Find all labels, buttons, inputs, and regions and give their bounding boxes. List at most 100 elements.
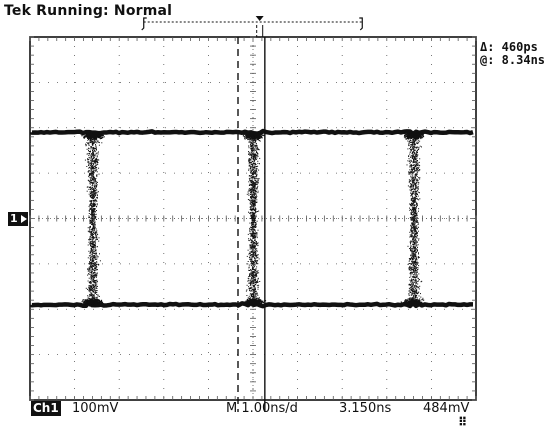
eye-sample-dot bbox=[253, 228, 254, 229]
eye-sample-dot bbox=[249, 179, 250, 180]
eye-sample-dot bbox=[244, 138, 245, 139]
eye-sample-dot bbox=[250, 218, 251, 219]
eye-sample-dot bbox=[94, 227, 95, 228]
eye-sample-dot bbox=[258, 139, 259, 140]
eye-sample-dot bbox=[248, 146, 249, 147]
eye-sample-dot bbox=[256, 271, 257, 272]
eye-sample-dot bbox=[97, 246, 98, 247]
eye-sample-dot bbox=[249, 296, 250, 297]
eye-sample-dot bbox=[92, 197, 93, 198]
eye-sample-dot bbox=[97, 290, 98, 291]
eye-sample-dot bbox=[253, 164, 254, 165]
eye-sample-dot bbox=[253, 186, 254, 187]
eye-sample-dot bbox=[256, 248, 257, 249]
eye-sample-dot bbox=[252, 215, 253, 216]
eye-sample-dot bbox=[252, 150, 253, 151]
eye-sample-dot bbox=[96, 253, 97, 254]
eye-sample-dot bbox=[93, 178, 94, 179]
eye-sample-dot bbox=[252, 231, 253, 232]
eye-sample-dot bbox=[259, 138, 260, 139]
eye-sample-dot bbox=[89, 296, 90, 297]
eye-sample-dot bbox=[84, 136, 85, 137]
eye-sample-dot bbox=[253, 296, 254, 297]
eye-sample-dot bbox=[255, 171, 256, 172]
eye-sample-dot bbox=[251, 190, 252, 191]
eye-sample-dot bbox=[257, 178, 258, 179]
eye-sample-dot bbox=[248, 270, 249, 271]
eye-sample-dot bbox=[243, 135, 244, 136]
eye-sample-dot bbox=[259, 140, 260, 141]
eye-sample-dot bbox=[97, 182, 98, 183]
eye-sample-dot bbox=[257, 255, 258, 256]
eye-sample-dot bbox=[252, 240, 253, 241]
eye-sample-dot bbox=[257, 161, 258, 162]
eye-sample-dot bbox=[249, 162, 250, 163]
eye-sample-dot bbox=[86, 134, 87, 135]
eye-sample-dot bbox=[91, 243, 92, 244]
eye-sample-dot bbox=[84, 303, 85, 304]
eye-sample-dot bbox=[94, 199, 95, 200]
eye-sample-dot bbox=[254, 161, 255, 162]
eye-sample-dot bbox=[93, 182, 94, 183]
eye-sample-dot bbox=[88, 142, 89, 143]
eye-sample-dot bbox=[418, 184, 419, 185]
eye-sample-dot bbox=[251, 301, 252, 302]
eye-sample-dot bbox=[91, 192, 92, 193]
eye-sample-dot bbox=[255, 284, 256, 285]
eye-sample-dot bbox=[252, 296, 253, 297]
eye-sample-dot bbox=[93, 147, 94, 148]
eye-sample-dot bbox=[251, 158, 252, 159]
eye-sample-dot bbox=[89, 287, 90, 288]
eye-sample-dot bbox=[257, 156, 258, 157]
eye-sample-dot bbox=[248, 299, 249, 300]
eye-sample-dot bbox=[96, 159, 97, 160]
eye-sample-dot bbox=[89, 261, 90, 262]
eye-sample-dot bbox=[251, 205, 252, 206]
eye-sample-dot bbox=[90, 259, 91, 260]
eye-sample-dot bbox=[93, 306, 94, 307]
eye-sample-dot bbox=[87, 269, 88, 270]
eye-sample-dot bbox=[250, 206, 251, 207]
eye-sample-dot bbox=[95, 160, 96, 161]
eye-sample-dot bbox=[257, 251, 258, 252]
eye-sample-dot bbox=[253, 140, 254, 141]
eye-sample-dot bbox=[94, 204, 95, 205]
eye-sample-dot bbox=[92, 269, 93, 270]
eye-sample-dot bbox=[83, 303, 84, 304]
eye-sample-dot bbox=[418, 208, 419, 209]
eye-sample-dot bbox=[90, 294, 91, 295]
eye-sample-dot bbox=[95, 250, 96, 251]
eye-sample-dot bbox=[94, 185, 95, 186]
eye-sample-dot bbox=[260, 300, 261, 301]
eye-sample-dot bbox=[89, 278, 90, 279]
eye-sample-dot bbox=[91, 170, 92, 171]
eye-sample-dot bbox=[247, 263, 248, 264]
eye-sample-dot bbox=[92, 296, 93, 297]
eye-sample-dot bbox=[255, 252, 256, 253]
eye-sample-dot bbox=[253, 287, 254, 288]
eye-sample-dot bbox=[249, 244, 250, 245]
eye-sample-dot bbox=[250, 284, 251, 285]
eye-sample-dot bbox=[92, 149, 93, 150]
eye-sample-dot bbox=[96, 175, 97, 176]
eye-sample-dot bbox=[253, 156, 254, 157]
eye-sample-dot bbox=[95, 145, 96, 146]
eye-sample-dot bbox=[263, 302, 264, 303]
eye-sample-dot bbox=[253, 255, 254, 256]
eye-sample-dot bbox=[253, 295, 254, 296]
eye-sample-dot bbox=[251, 137, 252, 138]
eye-sample-dot bbox=[93, 259, 94, 260]
eye-sample-dot bbox=[95, 222, 96, 223]
eye-sample-dot bbox=[409, 208, 410, 209]
eye-sample-dot bbox=[251, 187, 252, 188]
eye-sample-dot bbox=[97, 239, 98, 240]
eye-sample-dot bbox=[95, 216, 96, 217]
eye-sample-dot bbox=[91, 250, 92, 251]
eye-sample-dot bbox=[94, 256, 95, 257]
eye-sample-dot bbox=[255, 296, 256, 297]
eye-sample-dot bbox=[91, 197, 92, 198]
eye-sample-dot bbox=[257, 285, 258, 286]
eye-sample-dot bbox=[247, 194, 248, 195]
eye-sample-dot bbox=[419, 179, 420, 180]
eye-sample-dot bbox=[96, 238, 97, 239]
